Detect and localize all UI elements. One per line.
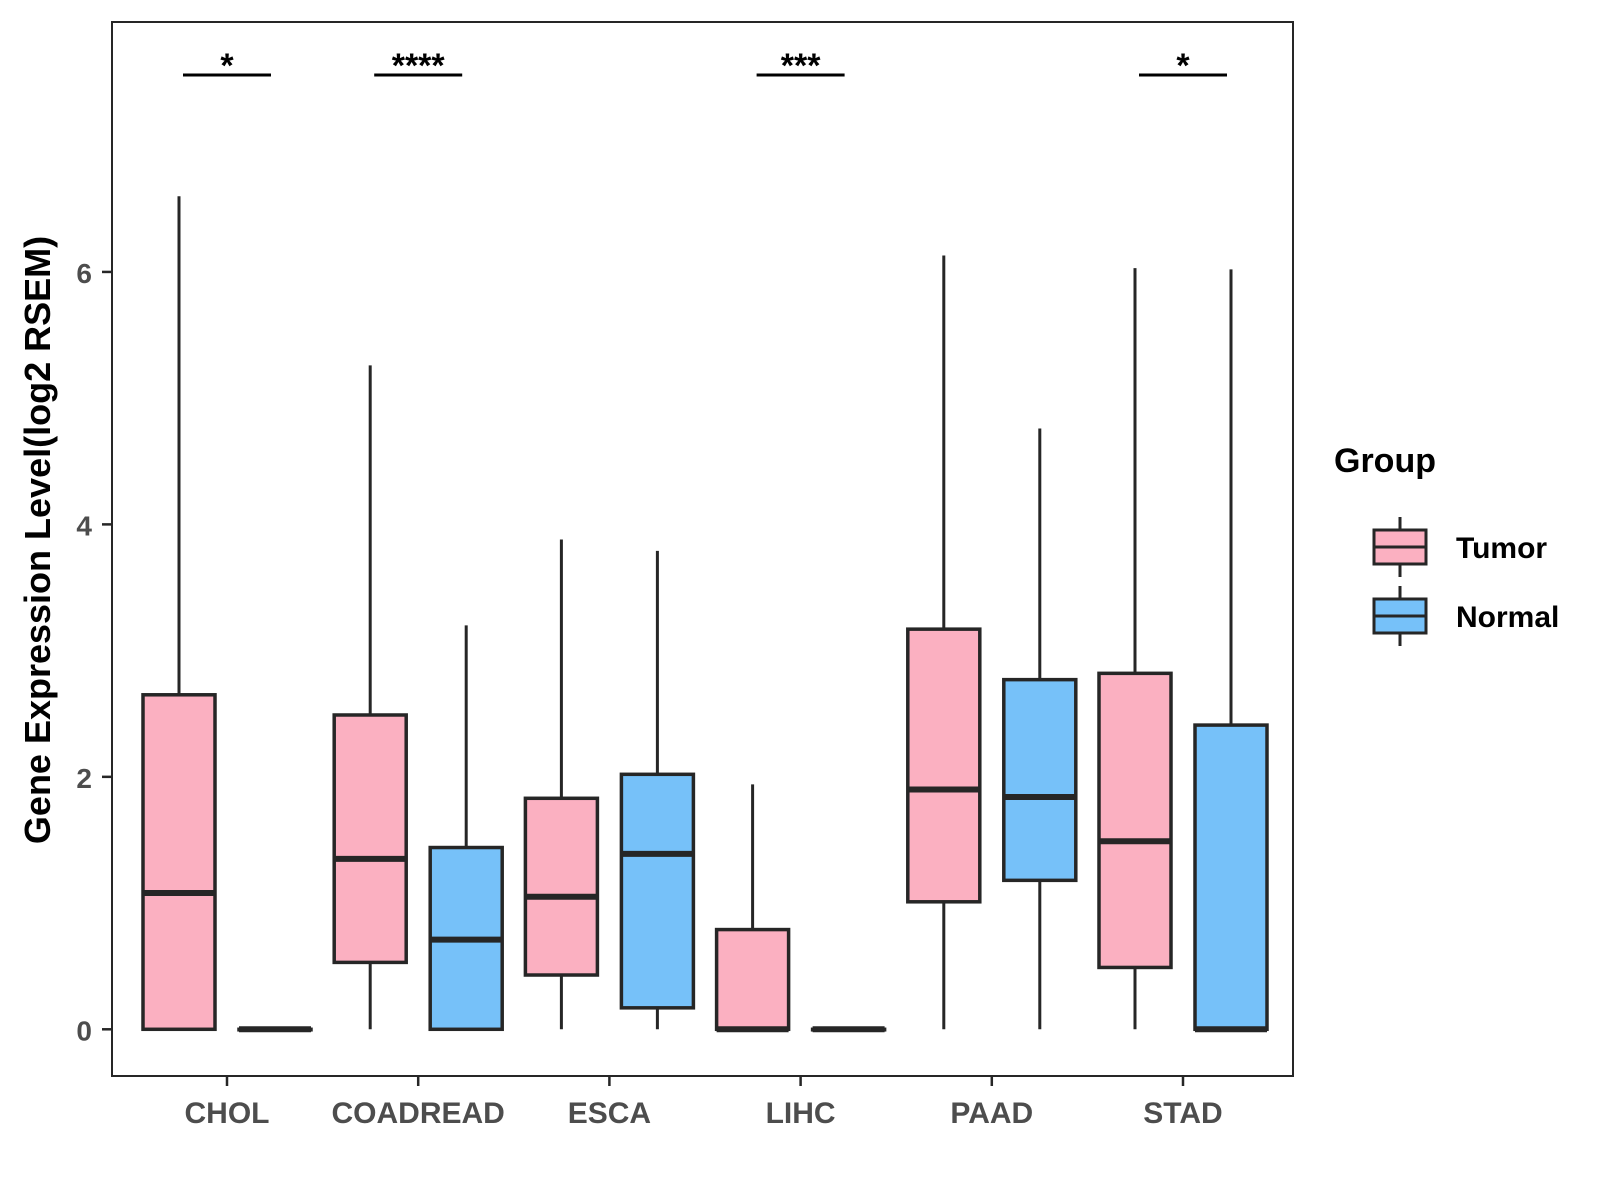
box-tumor-chol (141, 196, 217, 1032)
y-axis-title: Gene Expression Level(log2 RSEM) (17, 236, 58, 844)
box-body (714, 927, 791, 1032)
legend-label: Tumor (1456, 532, 1547, 565)
box-body (332, 713, 408, 965)
box-body (906, 627, 982, 904)
significance-label: * (220, 47, 234, 85)
significance-label: *** (781, 47, 821, 85)
x-tick-label: ESCA (568, 1097, 651, 1130)
significance-label: **** (392, 47, 446, 85)
x-tick-label: PAAD (950, 1097, 1033, 1130)
legend-title: Group (1334, 442, 1436, 480)
x-tick-label: LIHC (766, 1097, 836, 1130)
box-normal-stad (1193, 269, 1269, 1033)
box-tumor-stad (1097, 268, 1173, 1030)
y-tick-label: 6 (76, 258, 92, 289)
legend-label: Normal (1456, 601, 1559, 634)
box-normal-chol (237, 1026, 313, 1033)
y-tick-label: 2 (76, 763, 92, 794)
y-tick-label: 4 (76, 510, 92, 541)
box-tumor-esca (523, 539, 600, 1030)
box-normal-paad (1002, 428, 1078, 1030)
significance-label: * (1176, 47, 1190, 85)
x-tick-label: COADREAD (332, 1097, 505, 1130)
x-tick-label: CHOL (185, 1097, 270, 1130)
box-body (1193, 723, 1269, 1032)
box-body (523, 796, 600, 977)
box-body (1097, 671, 1173, 970)
legend-item-tumor: Tumor (1372, 517, 1547, 577)
box-tumor-paad (906, 255, 982, 1030)
box-normal-esca (619, 550, 696, 1030)
box-body (619, 772, 696, 1010)
legend-items: Tumor Normal (1372, 517, 1559, 646)
box-body (1002, 677, 1078, 883)
box-tumor-lihc (714, 784, 791, 1033)
legend: Group Tumor Normal (1334, 442, 1559, 646)
x-tick-label: STAD (1143, 1097, 1222, 1130)
box-normal-lihc (810, 1026, 887, 1033)
y-tick-label: 0 (76, 1015, 92, 1046)
box-normal-coadread (428, 625, 504, 1032)
legend-item-normal: Normal (1372, 586, 1559, 646)
box-body (141, 693, 217, 1032)
panel-border (111, 21, 1294, 1077)
box-tumor-coadread (332, 365, 408, 1030)
